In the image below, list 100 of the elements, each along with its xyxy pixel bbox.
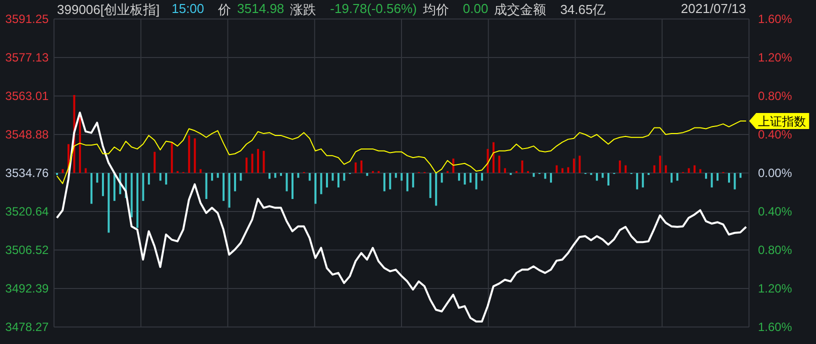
bar: [257, 148, 260, 173]
bar: [561, 168, 564, 173]
y-tick-label: 3506.52: [5, 242, 50, 257]
bar: [607, 173, 610, 186]
bar: [572, 158, 575, 173]
bar: [228, 173, 230, 208]
bar: [567, 167, 570, 173]
bar: [452, 158, 454, 173]
text: 3514.98: [237, 1, 284, 18]
bar: [429, 173, 432, 198]
bar: [216, 173, 219, 178]
bar: [251, 154, 254, 173]
bar: [710, 173, 713, 188]
bar: [90, 173, 92, 204]
bar: [458, 173, 460, 181]
bar: [320, 173, 322, 194]
bar: [188, 135, 190, 173]
y-tick-label: 3478.27: [5, 320, 50, 334]
bar: [740, 173, 742, 178]
bar: [360, 160, 362, 173]
bar: [440, 173, 443, 183]
y-tick-label: 3520.64: [5, 204, 50, 218]
text: 0.00: [462, 1, 488, 18]
bar: [102, 173, 104, 196]
text: 15:00: [172, 1, 204, 18]
bar: [130, 173, 133, 218]
text: 2021/07/13: [680, 1, 746, 16]
bar: [664, 165, 667, 173]
bar: [556, 165, 558, 173]
bar: [200, 169, 202, 173]
bar: [670, 173, 673, 183]
bar: [498, 156, 500, 173]
bar: [596, 173, 598, 181]
y2-tick-label: 0.80%: [758, 243, 792, 257]
bar: [676, 173, 678, 181]
bar: [550, 173, 552, 183]
bar: [481, 173, 484, 181]
line-series: [56, 112, 748, 322]
bar: [136, 173, 138, 228]
bar: [142, 173, 144, 201]
y2-tick-label: 0.40%: [758, 204, 792, 218]
bar: [624, 165, 627, 173]
bar: [406, 173, 408, 192]
y2-tick-label: 1.20%: [758, 50, 792, 64]
bar: [108, 173, 110, 233]
text: 涨跌: [290, 1, 316, 19]
bar: [211, 173, 214, 181]
bar: [343, 173, 346, 181]
text: -19.78(-0.56%): [330, 1, 417, 18]
bar: [366, 173, 368, 176]
y2-tick-label: 1.20%: [758, 282, 792, 296]
bar: [734, 173, 736, 190]
bar: [532, 173, 535, 177]
bar: [728, 173, 730, 183]
bar: [337, 173, 340, 188]
bar: [268, 173, 271, 179]
bar: [62, 169, 64, 173]
bar: [705, 173, 708, 179]
bar: [240, 173, 242, 181]
bar: [280, 173, 282, 176]
bar: [659, 156, 662, 173]
bar: [194, 138, 196, 173]
bar: [205, 173, 208, 199]
bar: [400, 173, 403, 181]
bar: [262, 150, 265, 173]
y-tick-label: 3577.13: [5, 50, 50, 64]
bar: [113, 173, 116, 201]
y-tick-label: 3534.76: [5, 166, 50, 180]
y2-tick-label: 0.00%: [758, 166, 792, 180]
bar: [274, 173, 276, 178]
bar: [475, 173, 478, 190]
bar: [286, 173, 288, 192]
bar: [159, 173, 162, 181]
bar: [165, 173, 168, 185]
bar: [96, 173, 98, 183]
bar: [464, 173, 466, 185]
y2-tick-label: 1.60%: [758, 12, 792, 26]
bar: [84, 168, 87, 173]
bar: [389, 173, 392, 190]
series-label: 上证指数: [758, 114, 806, 129]
bar: [435, 173, 438, 206]
bar: [716, 173, 719, 181]
y-tick-label: 3591.25: [5, 12, 50, 26]
text: 成交金额: [494, 1, 546, 19]
bar: [642, 173, 644, 188]
bar: [148, 173, 150, 185]
y-tick-label: 3548.88: [5, 128, 50, 142]
y2-tick-label: 0.80%: [758, 89, 792, 103]
line-series: [56, 120, 747, 184]
bar: [521, 160, 524, 173]
bar: [291, 173, 294, 199]
y-tick-label: 3563.01: [5, 88, 50, 103]
bar: [699, 169, 702, 173]
text: 均价: [422, 1, 449, 19]
bar: [653, 165, 656, 173]
chart-title: 399006[创业板指]: [57, 1, 160, 19]
y2-tick-label: 0.40%: [758, 128, 792, 142]
bar: [636, 173, 638, 190]
bar: [602, 173, 604, 178]
bar: [297, 173, 300, 178]
